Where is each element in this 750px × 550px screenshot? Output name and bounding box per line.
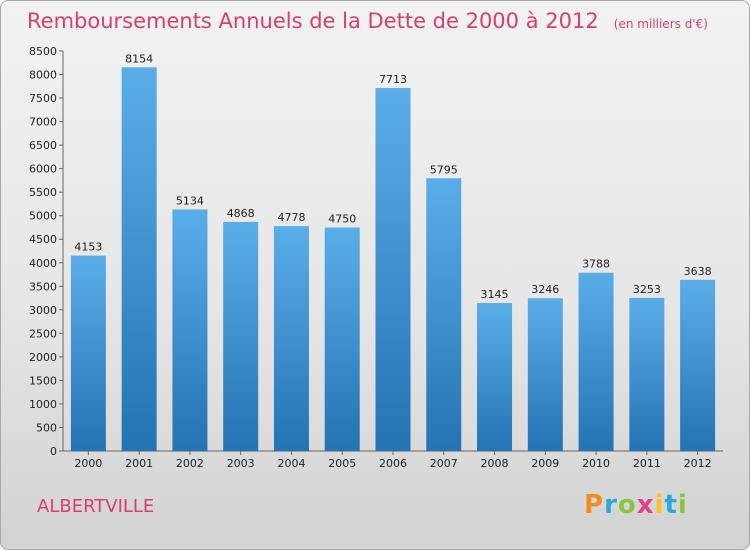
x-tick-label: 2008	[481, 457, 509, 470]
y-tick-label: 4000	[29, 257, 57, 270]
bar	[121, 67, 157, 452]
data-label: 3246	[531, 283, 559, 296]
x-tick-label: 2006	[379, 457, 407, 470]
data-label: 3145	[481, 288, 509, 301]
y-tick-label: 8500	[29, 45, 57, 58]
x-tick-label: 2007	[430, 457, 458, 470]
y-tick-label: 6000	[29, 163, 57, 176]
x-tick-label: 2005	[328, 457, 356, 470]
y-tick-label: 3500	[29, 280, 57, 293]
data-label: 3638	[684, 265, 712, 278]
y-tick-label: 1500	[29, 374, 57, 387]
x-tick-label: 2012	[684, 457, 712, 470]
bar	[324, 227, 360, 451]
data-label: 5795	[430, 163, 458, 176]
x-tick-label: 2000	[74, 457, 102, 470]
y-tick-label: 0	[50, 445, 57, 458]
x-tick-label: 2001	[125, 457, 153, 470]
data-label: 7713	[379, 73, 407, 86]
y-tick-label: 500	[36, 421, 57, 434]
y-tick-label: 2500	[29, 327, 57, 340]
chart-title-text: Remboursements Annuels de la Dette de 20…	[27, 9, 599, 33]
y-tick-label: 1000	[29, 398, 57, 411]
bar	[578, 272, 614, 451]
y-tick-label: 5000	[29, 210, 57, 223]
chart-title: Remboursements Annuels de la Dette de 20…	[27, 9, 708, 33]
y-tick-label: 8000	[29, 69, 57, 82]
bar	[223, 221, 259, 451]
bar	[172, 209, 208, 451]
bar	[680, 279, 716, 451]
data-label: 4778	[277, 211, 305, 224]
data-label: 4868	[227, 207, 255, 220]
y-tick-label: 5500	[29, 186, 57, 199]
city-name: ALBERTVILLE	[37, 496, 155, 517]
y-tick-label: 4500	[29, 233, 57, 246]
bar	[527, 298, 563, 451]
y-tick-label: 3000	[29, 304, 57, 317]
y-tick-label: 7500	[29, 92, 57, 105]
y-tick-label: 2000	[29, 351, 57, 364]
data-label: 4750	[328, 212, 356, 225]
bar	[426, 178, 462, 451]
y-tick-label: 6500	[29, 139, 57, 152]
x-tick-label: 2010	[582, 457, 610, 470]
x-tick-label: 2011	[633, 457, 661, 470]
chart-subtitle: (en milliers d'€)	[613, 17, 708, 31]
data-label: 3788	[582, 258, 610, 271]
proxiti-logo: Proxiti	[584, 490, 688, 520]
bar	[70, 255, 106, 451]
x-tick-label: 2009	[531, 457, 559, 470]
y-tick-label: 7000	[29, 116, 57, 129]
data-label: 3253	[633, 283, 661, 296]
data-label: 5134	[176, 194, 204, 207]
x-tick-label: 2004	[277, 457, 305, 470]
bar	[477, 303, 513, 451]
x-tick-label: 2002	[176, 457, 204, 470]
bar	[375, 88, 411, 452]
bar	[629, 297, 665, 451]
bar	[273, 226, 309, 451]
data-label: 4153	[74, 241, 102, 254]
x-tick-label: 2003	[227, 457, 255, 470]
data-label: 8154	[125, 52, 153, 65]
